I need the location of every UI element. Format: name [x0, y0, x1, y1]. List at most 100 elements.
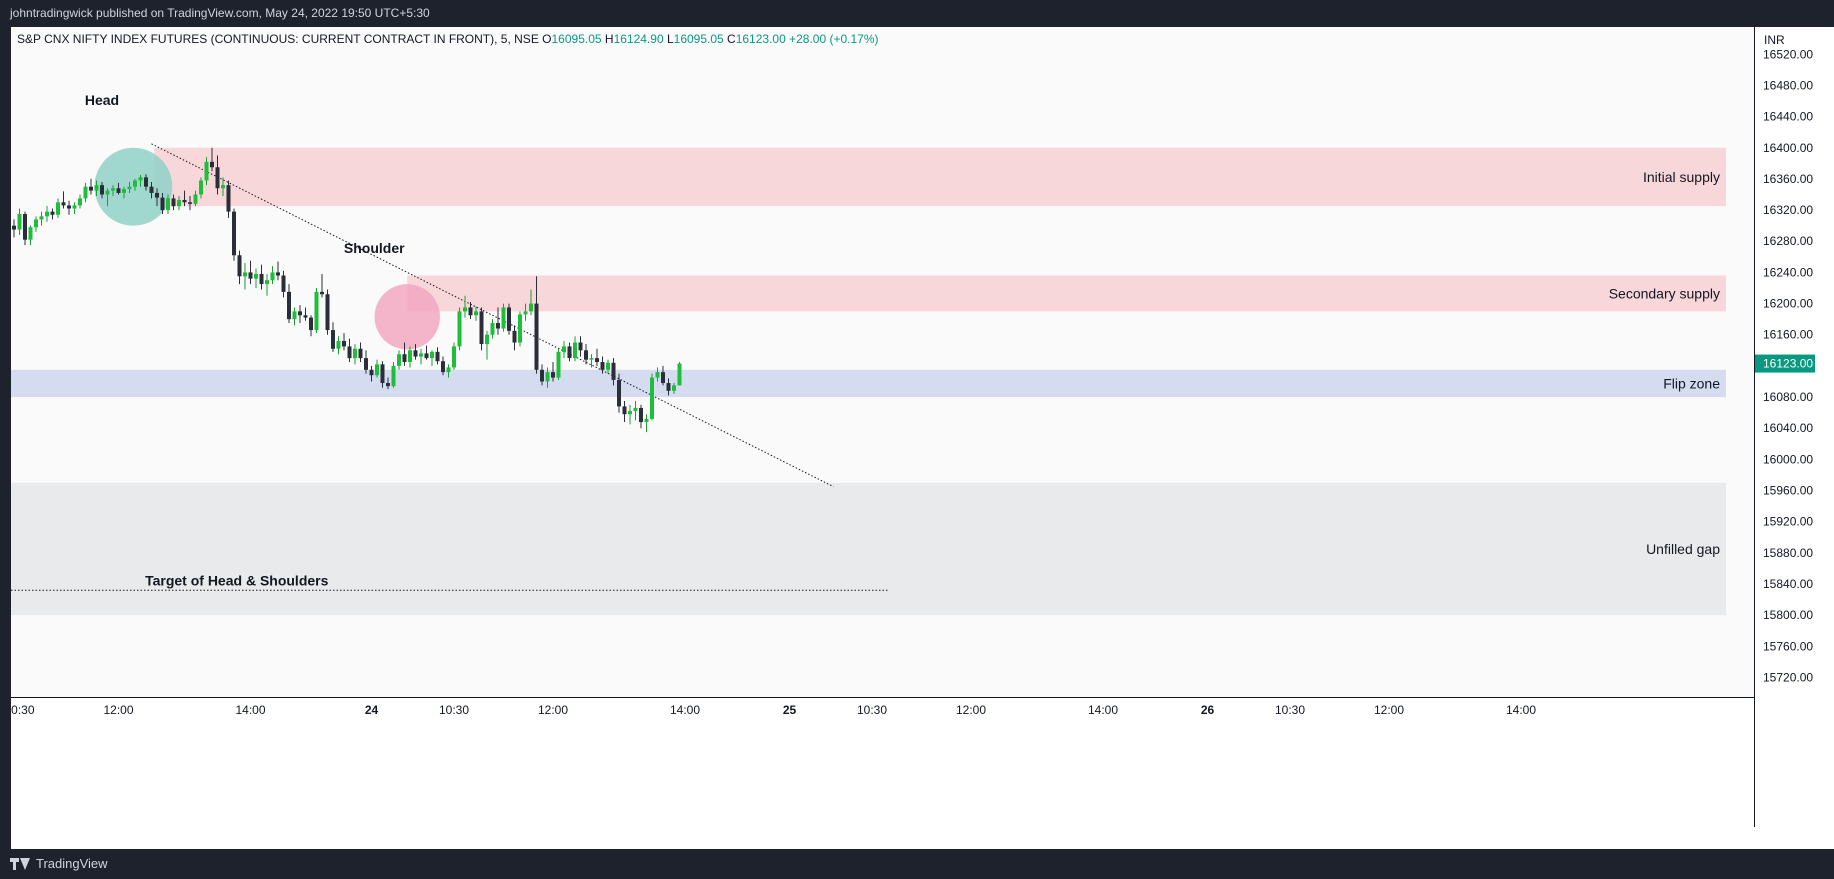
x-tick-label: 14:00	[1088, 703, 1118, 717]
candle	[45, 206, 49, 222]
candle	[149, 182, 154, 199]
y-tick-label: 16040.00	[1763, 421, 1813, 435]
candle	[584, 344, 588, 365]
candle-body	[243, 272, 247, 277]
candle-body	[265, 280, 269, 285]
candle-body	[402, 354, 407, 362]
candle-body	[578, 342, 583, 351]
candle-body	[397, 354, 401, 366]
candle-body	[314, 291, 319, 331]
y-tick-label: 16080.00	[1763, 390, 1813, 404]
candle-body	[56, 202, 60, 215]
candle	[23, 211, 27, 246]
candle	[496, 307, 500, 335]
x-tick-label: 14:00	[670, 703, 700, 717]
candle	[672, 383, 676, 394]
candle	[281, 270, 286, 298]
candle	[265, 273, 269, 296]
candle	[254, 268, 258, 288]
candle	[540, 364, 544, 386]
zone-0	[154, 147, 1726, 207]
ohlc-label: C	[727, 32, 736, 46]
candle-body	[512, 330, 517, 343]
candle	[644, 414, 649, 433]
candle	[518, 311, 522, 347]
candle	[193, 190, 198, 207]
candle-body	[430, 351, 434, 359]
x-tick-label: 14:00	[1506, 703, 1536, 717]
candle-body	[232, 211, 236, 256]
candle-body	[226, 185, 231, 212]
candle	[655, 367, 660, 382]
candle-body	[78, 198, 82, 206]
publisher-header: johntradingwick published on TradingView…	[0, 0, 1834, 27]
candle-body	[556, 351, 561, 378]
candle	[573, 336, 577, 362]
candle-body	[628, 411, 632, 415]
candle-body	[507, 307, 511, 331]
candle-body	[562, 346, 566, 352]
candle	[83, 182, 88, 203]
candle-body	[67, 205, 71, 209]
candle	[551, 362, 555, 382]
candle-body	[534, 303, 539, 370]
candle-body	[364, 358, 368, 370]
candle	[171, 194, 176, 211]
candle-body	[386, 383, 390, 387]
candle-body	[248, 272, 253, 279]
candle	[160, 192, 165, 214]
footer-brand: TradingView	[36, 856, 108, 871]
candle	[303, 307, 308, 321]
candle	[545, 367, 550, 388]
candle	[204, 157, 209, 186]
zone-label: Unfilled gap	[1646, 541, 1720, 557]
candle-body	[105, 190, 110, 195]
candle-body	[573, 342, 577, 359]
candle	[534, 276, 539, 374]
close-value: 16123.00	[736, 32, 789, 46]
candle	[402, 342, 407, 366]
candle	[72, 202, 77, 214]
zone-label: Initial supply	[1643, 169, 1720, 185]
candle	[138, 175, 143, 187]
candle	[485, 330, 489, 360]
candle	[424, 345, 429, 360]
zone-label: Secondary supply	[1609, 285, 1720, 301]
candle	[133, 178, 137, 191]
last-price-tag	[1755, 354, 1815, 373]
candle	[562, 340, 566, 359]
candle-body	[677, 363, 682, 386]
candle-body	[413, 350, 418, 357]
candle-body	[463, 307, 467, 312]
y-tick-label: 15760.00	[1763, 639, 1813, 653]
candle-body	[353, 348, 357, 359]
candle	[298, 305, 302, 324]
candle	[391, 362, 396, 388]
x-tick-label: 10:30	[1275, 703, 1305, 717]
candle-body	[611, 362, 616, 380]
candle-body	[23, 213, 27, 240]
candle	[452, 342, 456, 370]
candle-body	[452, 346, 456, 368]
candle-body	[39, 216, 44, 220]
candle	[237, 250, 242, 285]
candle-body	[468, 307, 473, 316]
candle	[67, 200, 71, 215]
chart[interactable]: Initial supply Secondary supply Flip zone U…	[11, 27, 1834, 849]
candle-body	[446, 367, 451, 373]
candle	[622, 400, 627, 422]
candle-body	[144, 177, 148, 187]
candle	[210, 147, 214, 172]
y-tick-label: 16360.00	[1763, 172, 1813, 186]
candle	[507, 303, 511, 335]
annotation-label: Target of Head & Shoulders	[145, 573, 329, 589]
candle-body	[155, 192, 159, 198]
footer: TradingView	[0, 849, 1834, 879]
y-tick-label: 15840.00	[1763, 577, 1813, 591]
y-tick-label: 16000.00	[1763, 452, 1813, 466]
candle	[182, 190, 187, 207]
candle	[243, 263, 247, 290]
candle	[100, 182, 104, 199]
candle	[650, 373, 654, 421]
candle	[595, 348, 599, 366]
